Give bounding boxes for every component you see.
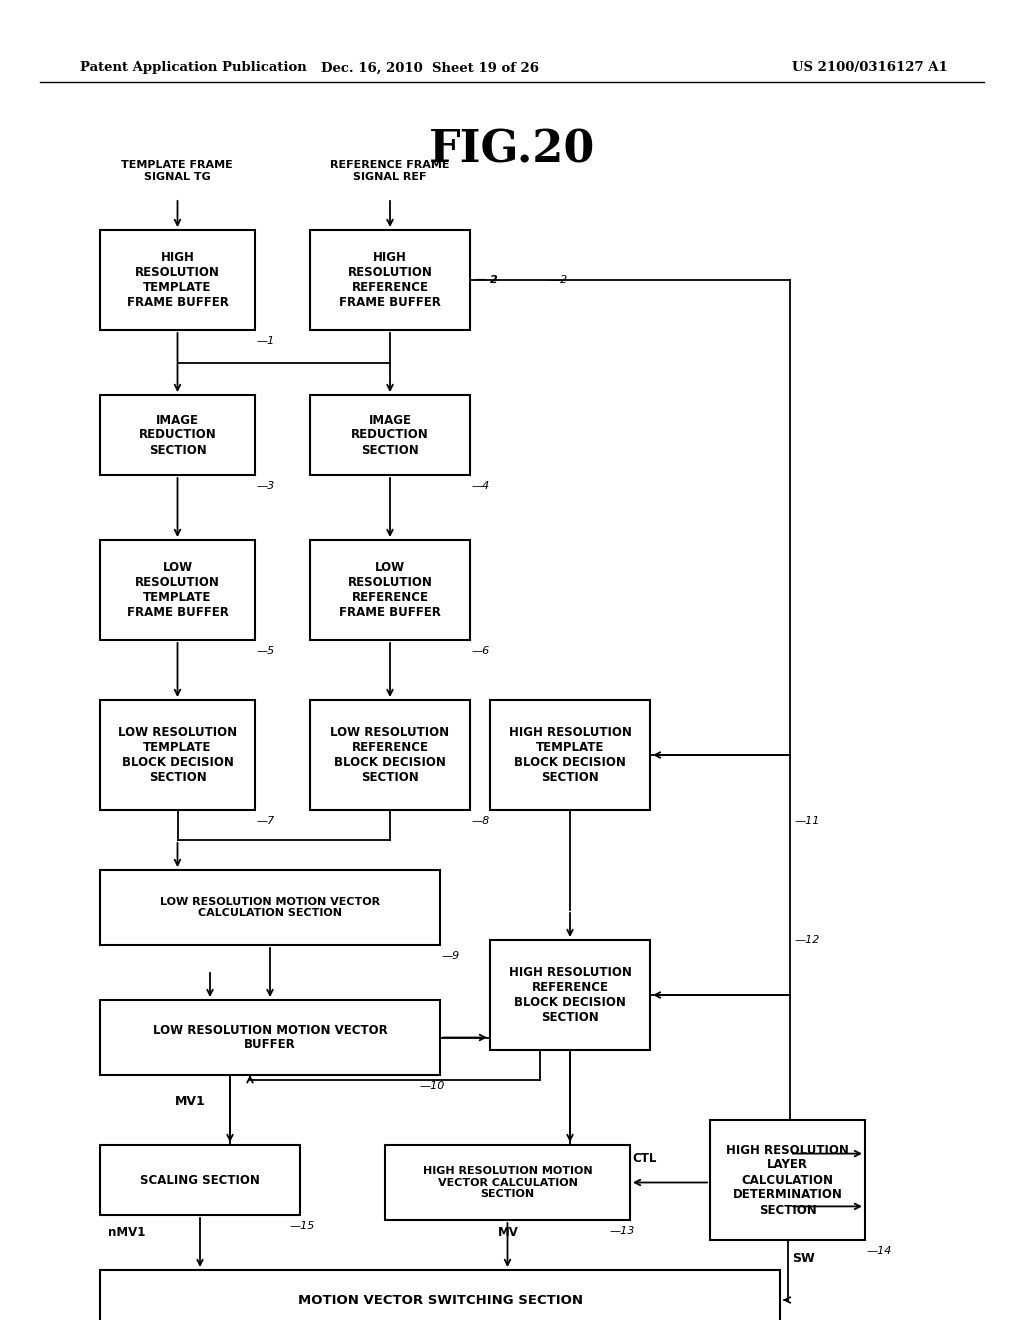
- Text: LOW RESOLUTION
TEMPLATE
BLOCK DECISION
SECTION: LOW RESOLUTION TEMPLATE BLOCK DECISION S…: [118, 726, 238, 784]
- Bar: [310, 395, 470, 475]
- Text: MOTION VECTOR SWITCHING SECTION: MOTION VECTOR SWITCHING SECTION: [298, 1294, 583, 1307]
- Text: —8: —8: [472, 816, 490, 826]
- Text: —9: —9: [442, 950, 460, 961]
- Bar: [490, 700, 650, 810]
- Text: —5: —5: [257, 645, 275, 656]
- Text: LOW
RESOLUTION
REFERENCE
FRAME BUFFER: LOW RESOLUTION REFERENCE FRAME BUFFER: [339, 561, 441, 619]
- Text: —14: —14: [867, 1246, 892, 1257]
- Bar: [710, 1119, 865, 1239]
- Text: HIGH RESOLUTION
LAYER
CALCULATION
DETERMINATION
SECTION: HIGH RESOLUTION LAYER CALCULATION DETERM…: [726, 1143, 849, 1217]
- Bar: [490, 940, 650, 1049]
- Text: HIGH
RESOLUTION
TEMPLATE
FRAME BUFFER: HIGH RESOLUTION TEMPLATE FRAME BUFFER: [127, 251, 228, 309]
- Text: HIGH
RESOLUTION
REFERENCE
FRAME BUFFER: HIGH RESOLUTION REFERENCE FRAME BUFFER: [339, 251, 441, 309]
- Text: LOW RESOLUTION
REFERENCE
BLOCK DECISION
SECTION: LOW RESOLUTION REFERENCE BLOCK DECISION …: [331, 726, 450, 784]
- Bar: [100, 700, 255, 810]
- Text: US 2100/0316127 A1: US 2100/0316127 A1: [793, 62, 948, 74]
- Text: —2: —2: [550, 275, 568, 285]
- Text: nMV1: nMV1: [108, 1225, 145, 1238]
- Text: MV: MV: [498, 1225, 519, 1238]
- Text: IMAGE
REDUCTION
SECTION: IMAGE REDUCTION SECTION: [351, 413, 429, 457]
- Bar: [385, 1144, 630, 1220]
- Text: HIGH RESOLUTION
TEMPLATE
BLOCK DECISION
SECTION: HIGH RESOLUTION TEMPLATE BLOCK DECISION …: [509, 726, 632, 784]
- Text: —10: —10: [420, 1081, 445, 1092]
- Text: HIGH RESOLUTION
REFERENCE
BLOCK DECISION
SECTION: HIGH RESOLUTION REFERENCE BLOCK DECISION…: [509, 966, 632, 1024]
- Text: —12: —12: [795, 935, 820, 945]
- Bar: [310, 700, 470, 810]
- Text: TEMPLATE FRAME
SIGNAL TG: TEMPLATE FRAME SIGNAL TG: [121, 161, 232, 182]
- Bar: [100, 1144, 300, 1214]
- Text: —3: —3: [257, 480, 275, 491]
- Text: —4: —4: [472, 480, 490, 491]
- Text: HIGH RESOLUTION MOTION
VECTOR CALCULATION
SECTION: HIGH RESOLUTION MOTION VECTOR CALCULATIO…: [423, 1166, 592, 1199]
- Text: —6: —6: [472, 645, 490, 656]
- Bar: [310, 540, 470, 640]
- Text: LOW
RESOLUTION
TEMPLATE
FRAME BUFFER: LOW RESOLUTION TEMPLATE FRAME BUFFER: [127, 561, 228, 619]
- Bar: [100, 230, 255, 330]
- Text: IMAGE
REDUCTION
SECTION: IMAGE REDUCTION SECTION: [138, 413, 216, 457]
- Text: —11: —11: [795, 816, 820, 826]
- Text: Patent Application Publication: Patent Application Publication: [80, 62, 307, 74]
- Text: FIG.20: FIG.20: [429, 128, 595, 172]
- Text: MV1: MV1: [175, 1096, 206, 1107]
- Text: —1: —1: [257, 337, 275, 346]
- Text: LOW RESOLUTION MOTION VECTOR
CALCULATION SECTION: LOW RESOLUTION MOTION VECTOR CALCULATION…: [160, 896, 380, 919]
- Bar: [100, 540, 255, 640]
- Text: SW: SW: [792, 1251, 815, 1265]
- Text: — 2: — 2: [475, 275, 498, 285]
- Bar: [310, 230, 470, 330]
- Text: —13: —13: [610, 1226, 635, 1236]
- Text: LOW RESOLUTION MOTION VECTOR
BUFFER: LOW RESOLUTION MOTION VECTOR BUFFER: [153, 1023, 387, 1052]
- Text: REFERENCE FRAME
SIGNAL REF: REFERENCE FRAME SIGNAL REF: [331, 161, 450, 182]
- Text: Dec. 16, 2010  Sheet 19 of 26: Dec. 16, 2010 Sheet 19 of 26: [321, 62, 539, 74]
- Bar: [100, 395, 255, 475]
- Text: CTL: CTL: [632, 1151, 656, 1164]
- Text: SCALING SECTION: SCALING SECTION: [140, 1173, 260, 1187]
- Bar: [100, 1270, 780, 1320]
- Bar: [100, 1001, 440, 1074]
- Bar: [100, 870, 440, 945]
- Text: —15: —15: [290, 1221, 315, 1232]
- Text: —7: —7: [257, 816, 275, 826]
